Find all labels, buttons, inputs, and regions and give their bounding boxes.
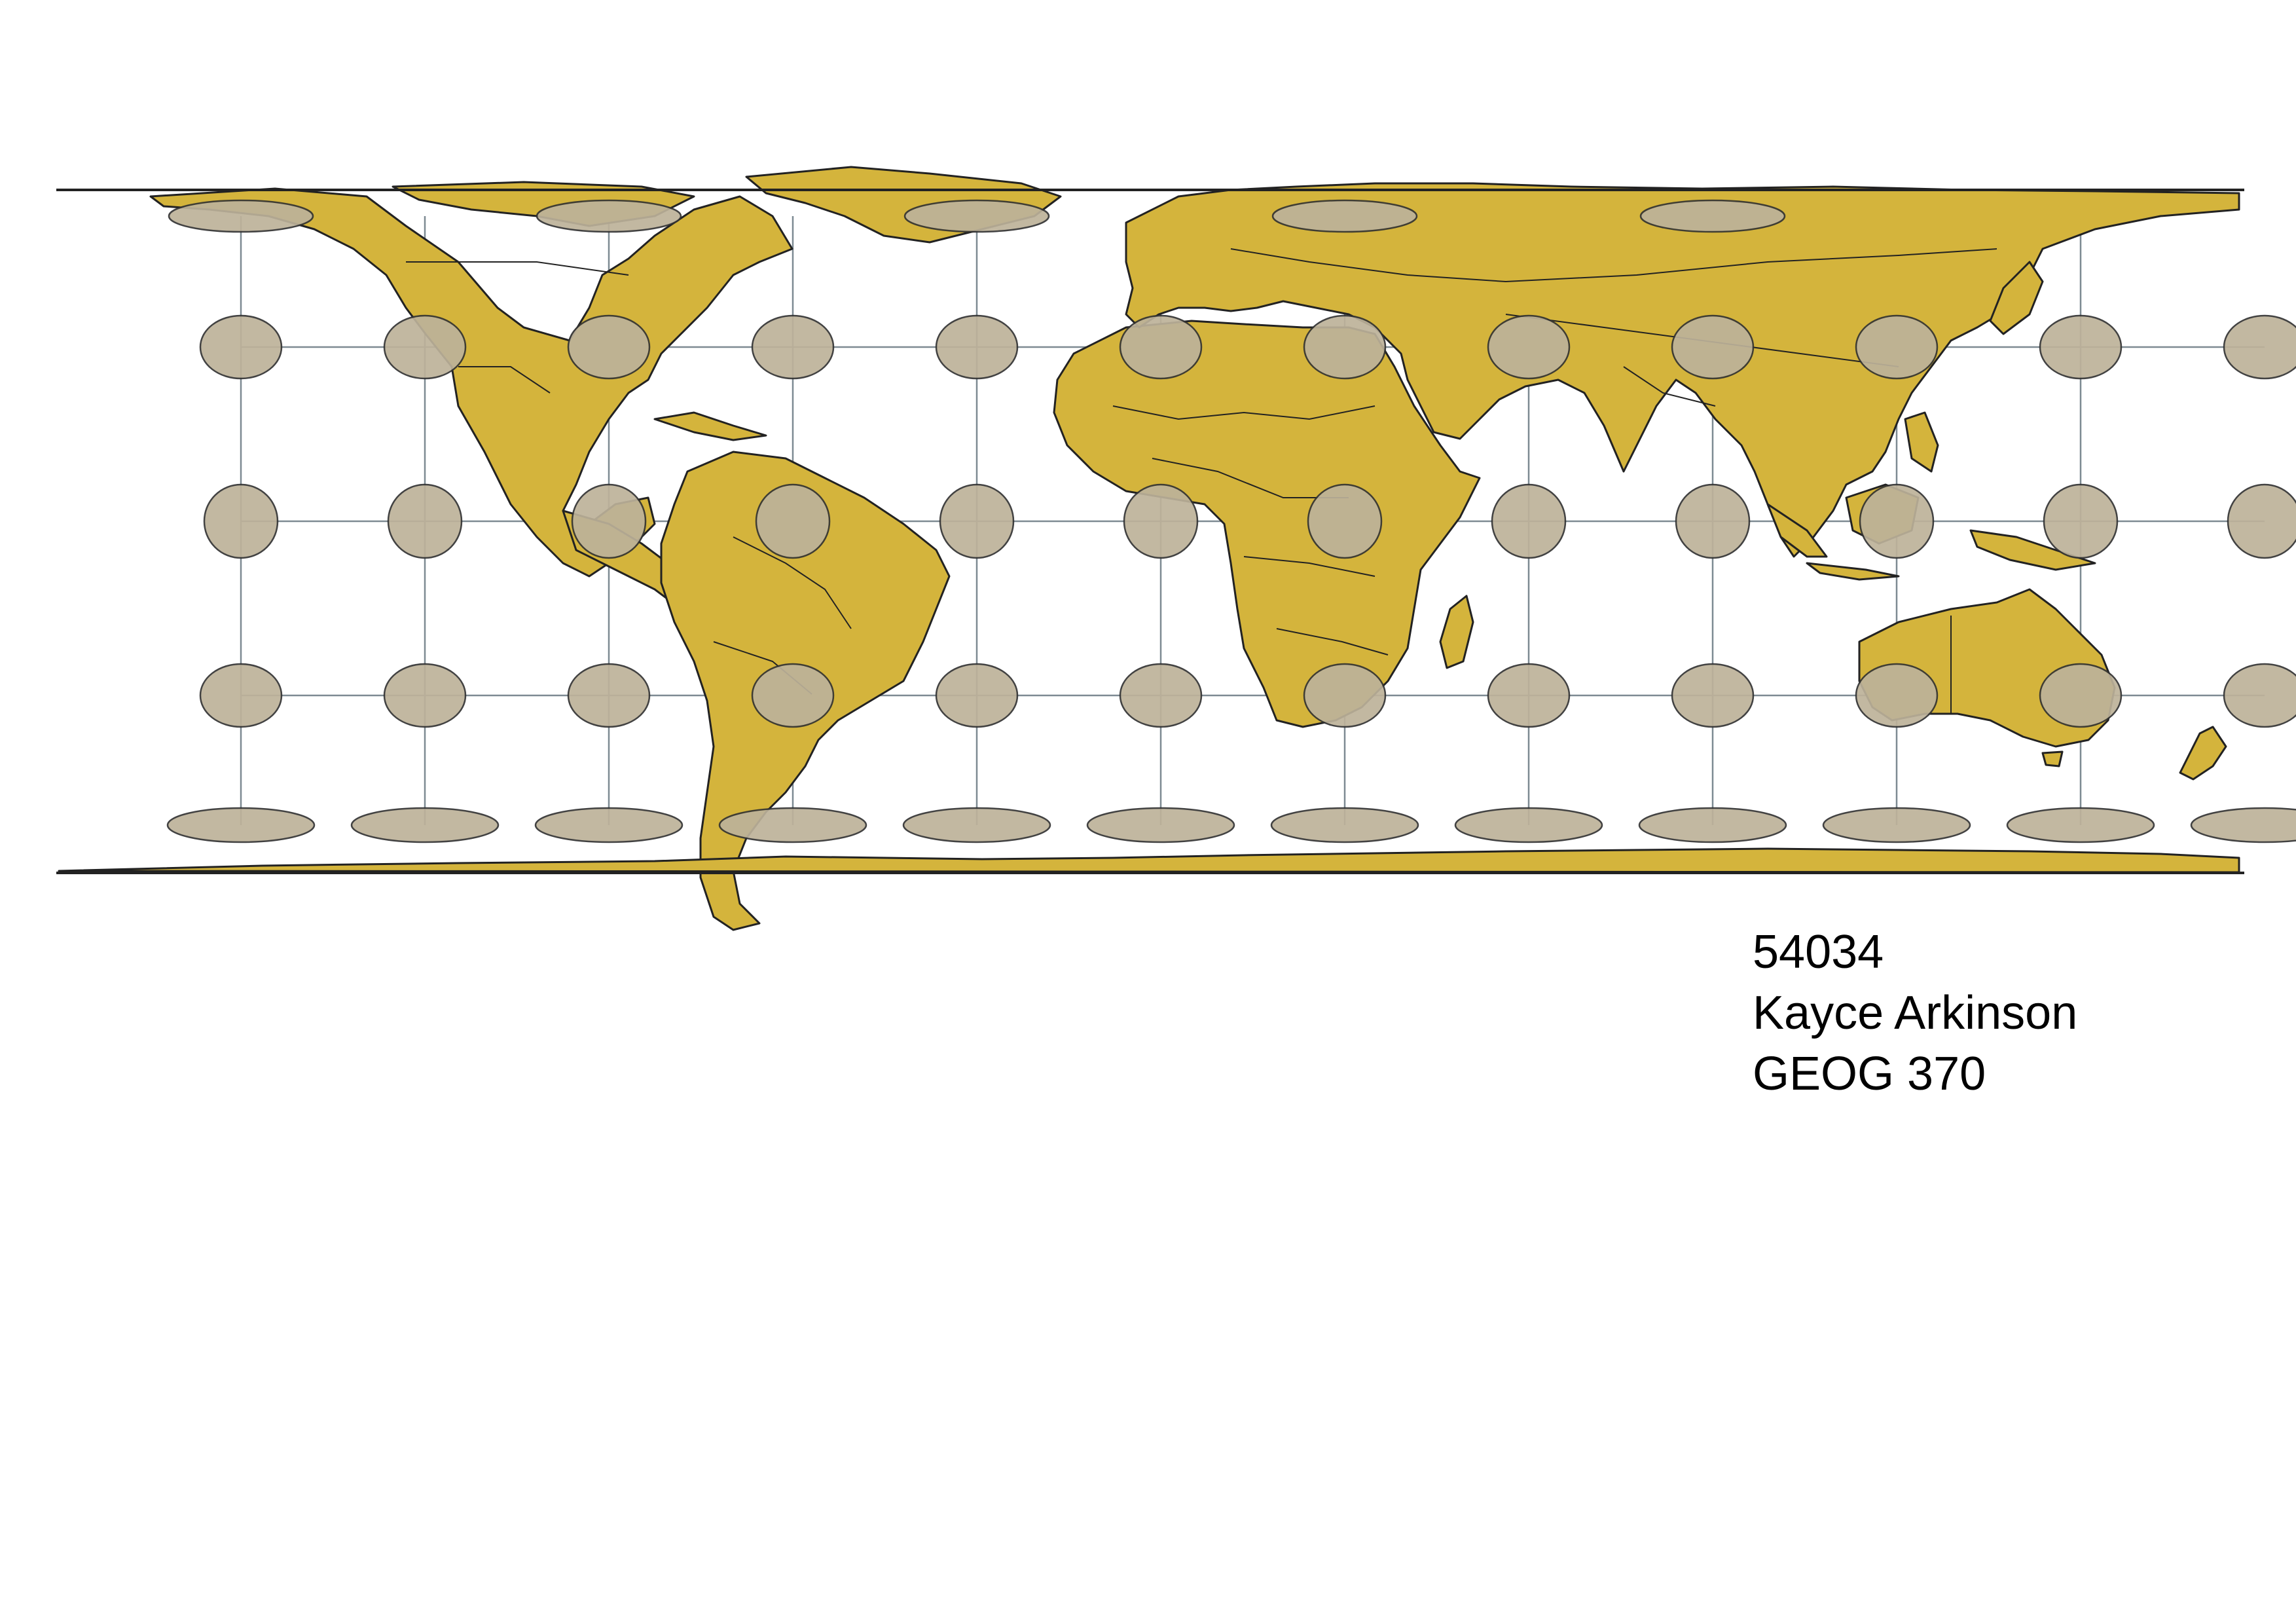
tissot-indicatrix — [935, 663, 1019, 728]
philippines — [1904, 411, 1939, 473]
caribbean — [653, 411, 767, 441]
tissot-indicatrix — [1271, 199, 1418, 233]
tissot-indicatrix — [1639, 199, 1786, 233]
java — [1806, 562, 1900, 581]
tissot-indicatrix — [387, 483, 463, 559]
tissot-indicatrix — [1638, 807, 1787, 843]
tissot-indicatrix — [1859, 483, 1935, 559]
tasmania — [2041, 750, 2064, 767]
tissot-indicatrix — [2190, 807, 2296, 843]
tissot-indicatrix — [534, 807, 683, 843]
tissot-indicatrix — [1675, 483, 1751, 559]
tissot-indicatrix — [567, 314, 651, 380]
tissot-indicatrix — [571, 483, 647, 559]
new-zealand — [2179, 726, 2227, 781]
madagascar — [1439, 595, 1474, 669]
tissot-indicatrix — [2043, 483, 2119, 559]
tissot-indicatrix — [1491, 483, 1567, 559]
tissot-indicatrix — [1487, 314, 1571, 380]
caption-block: 54034 Kayce Arkinson GEOG 370 — [1753, 922, 2077, 1105]
tissot-indicatrix — [2227, 483, 2296, 559]
tissot-indicatrix — [1487, 663, 1571, 728]
tissot-indicatrix — [1307, 483, 1383, 559]
tissot-indicatrix — [1119, 314, 1203, 380]
tissot-indicatrix — [2039, 314, 2123, 380]
tissot-indicatrix — [1303, 663, 1387, 728]
tissot-indicatrix — [1454, 807, 1603, 843]
border-africa-3 — [1243, 556, 1376, 577]
border-us-mexico — [458, 366, 551, 394]
tissot-indicatrix — [935, 314, 1019, 380]
tissot-indicatrix — [1270, 807, 1419, 843]
tissot-indicatrix — [1119, 663, 1203, 728]
course-name: GEOG 370 — [1753, 1048, 1986, 1100]
tissot-indicatrix — [2006, 807, 2155, 843]
author-name: Kayce Arkinson — [1753, 987, 2078, 1039]
tissot-indicatrix — [350, 807, 500, 843]
japan — [1989, 261, 2044, 335]
tissot-indicatrix — [751, 314, 835, 380]
tissot-indicatrix — [939, 483, 1015, 559]
eurasia — [1125, 182, 2240, 558]
tissot-indicatrix — [383, 663, 467, 728]
tissot-indicatrix — [166, 807, 316, 843]
tissot-indicatrix — [1086, 807, 1235, 843]
border-sa-1 — [733, 536, 852, 629]
border-eurasia-3 — [1623, 366, 1716, 407]
border-africa-4 — [1276, 628, 1389, 655]
tissot-indicatrix — [718, 807, 867, 843]
tissot-indicatrix — [751, 663, 835, 728]
projection-code: 54034 — [1753, 926, 1884, 978]
tissot-indicatrix — [199, 314, 283, 380]
border-eurasia-1 — [1230, 248, 1997, 283]
tissot-indicatrix — [168, 199, 314, 233]
tissot-indicatrix — [2223, 314, 2296, 380]
border-africa-1 — [1112, 405, 1376, 420]
tissot-indicatrix — [2223, 663, 2296, 728]
tissot-indicatrix — [902, 807, 1051, 843]
new-guinea — [1969, 529, 2096, 571]
tissot-indicatrix — [567, 663, 651, 728]
tissot-indicatrix — [1671, 314, 1755, 380]
border-us-canada — [406, 261, 629, 276]
tissot-indicatrix — [383, 314, 467, 380]
tissot-indicatrix — [755, 483, 831, 559]
tissot-indicatrices — [166, 199, 2296, 843]
tissot-indicatrix — [2039, 663, 2123, 728]
tissot-indicatrix — [1123, 483, 1199, 559]
antarctica — [58, 847, 2240, 874]
tissot-indicatrix — [1855, 314, 1939, 380]
tissot-indicatrix — [903, 199, 1050, 233]
tissot-indicatrix — [1855, 663, 1939, 728]
sumatra — [1766, 503, 1828, 558]
tissot-indicatrix — [1671, 663, 1755, 728]
tissot-indicatrix — [1303, 314, 1387, 380]
tissot-indicatrix — [536, 199, 682, 233]
tissot-indicatrix — [1822, 807, 1971, 843]
tissot-indicatrix — [203, 483, 279, 559]
tissot-indicatrix — [199, 663, 283, 728]
